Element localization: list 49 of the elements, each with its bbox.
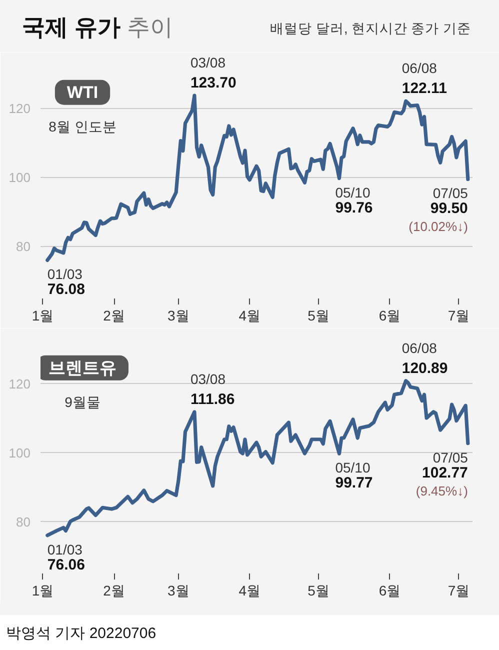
text: WTI xyxy=(66,82,98,102)
x-tick-label: 4월 xyxy=(238,582,261,598)
annotation: 07/05 xyxy=(432,449,468,466)
data-label: 99.76 xyxy=(335,199,373,216)
text: 국제 유가 추이 xyxy=(22,14,173,40)
text: 9월물 xyxy=(64,394,100,410)
y-tick-label: 80 xyxy=(16,514,31,530)
y-tick-label: 120 xyxy=(8,100,31,116)
y-tick-label: 100 xyxy=(8,445,31,460)
annotation: (10.02%↓) xyxy=(408,219,468,234)
data-label: 122.11 xyxy=(402,80,447,98)
annotation: 05/10 xyxy=(335,460,370,476)
annotation: 07/05 xyxy=(432,185,468,202)
data-label: 111.86 xyxy=(190,390,235,408)
annotation: (9.45%↓) xyxy=(416,483,468,498)
x-tick-label: 2월 xyxy=(103,582,125,598)
x-tick-label: 3월 xyxy=(167,308,190,324)
data-label: 99.77 xyxy=(335,474,373,492)
annotation: 03/08 xyxy=(190,54,226,71)
x-tick-label: 6월 xyxy=(378,308,401,324)
x-tick-label: 1월 xyxy=(32,582,54,598)
annotation: 06/08 xyxy=(402,340,438,356)
data-label: 76.06 xyxy=(47,556,85,574)
data-label: 99.50 xyxy=(430,200,468,218)
annotation: 01/03 xyxy=(47,541,83,558)
x-tick-label: 6월 xyxy=(378,582,401,598)
annotation: 05/10 xyxy=(335,184,370,200)
x-tick-label: 4월 xyxy=(238,308,261,324)
x-tick-label: 7월 xyxy=(448,308,470,324)
x-tick-label: 3월 xyxy=(167,582,190,598)
annotation: 03/08 xyxy=(190,370,226,387)
y-tick-label: 120 xyxy=(8,376,31,392)
text: 배럴당 달러, 현지시간 종가 기준 xyxy=(270,20,471,38)
x-tick-label: 1월 xyxy=(32,308,54,324)
data-label: 102.77 xyxy=(422,464,468,482)
x-tick-label: 2월 xyxy=(103,308,125,324)
y-tick-label: 100 xyxy=(8,170,31,185)
text: 8월 인도분 xyxy=(48,118,116,134)
text: 박영석 기자 20220706 xyxy=(6,625,156,643)
data-label: 123.70 xyxy=(190,74,236,92)
x-tick-label: 5월 xyxy=(308,582,330,598)
data-label: 76.08 xyxy=(47,281,85,298)
annotation: 06/08 xyxy=(402,60,438,76)
annotation: 01/03 xyxy=(47,266,83,282)
x-tick-label: 5월 xyxy=(308,308,330,324)
data-label: 120.89 xyxy=(402,360,448,377)
x-tick-label: 7월 xyxy=(448,582,470,598)
text: 브렌트유 xyxy=(48,358,116,378)
y-tick-label: 80 xyxy=(16,239,31,254)
